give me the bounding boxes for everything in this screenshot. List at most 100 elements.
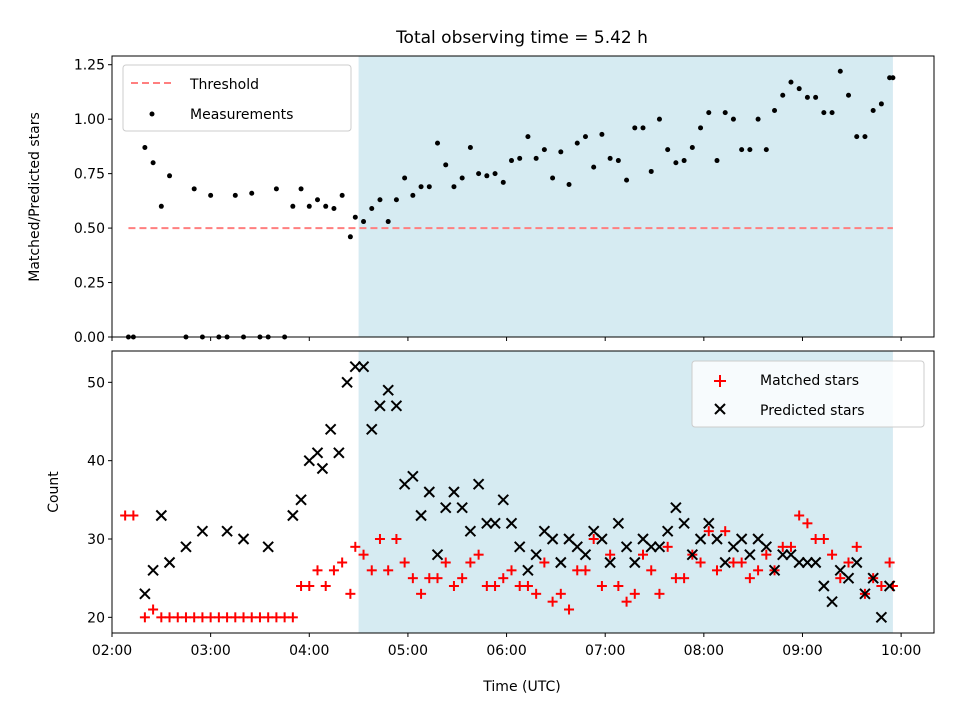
matched-star-point: [621, 596, 632, 607]
predicted-star-point: [768, 564, 781, 577]
matched-star-point: [391, 534, 402, 544]
y-tick-label: 0.50: [74, 221, 105, 237]
matched-star-point: [662, 541, 673, 552]
measurement-point: [813, 94, 819, 100]
matched-star-point: [876, 581, 887, 591]
measurement-point: [714, 158, 720, 164]
predicted-star-point: [760, 541, 773, 553]
predicted-star-point: [826, 595, 838, 608]
measurement-point: [393, 197, 399, 203]
measurement-point: [878, 101, 884, 107]
predicted-star-point: [596, 533, 608, 545]
matched-star-point: [555, 588, 566, 599]
measurement-point: [492, 171, 498, 177]
measurement-point: [459, 175, 465, 181]
matched-star-point: [374, 534, 385, 544]
measurement-point: [467, 144, 473, 150]
observing-window-shade-top: [358, 56, 893, 337]
measurement-point: [249, 190, 255, 196]
measurement-point: [541, 147, 547, 153]
matched-star-point: [695, 557, 706, 568]
predicted-star-point: [415, 509, 427, 522]
matched-star-point: [399, 557, 410, 568]
matched-star-point: [646, 565, 657, 576]
matched-star-point: [613, 581, 624, 591]
measurement-point: [443, 162, 449, 168]
measurement-point: [804, 94, 810, 100]
predicted-star-point: [818, 580, 830, 592]
measurement-point: [780, 92, 786, 98]
x-tick-label: 08:00: [684, 643, 724, 659]
predicted-star-point: [653, 541, 666, 553]
predicted-star-point: [645, 541, 657, 553]
measurement-point: [525, 134, 531, 140]
measurement-point: [574, 140, 580, 146]
measurement-point: [435, 140, 441, 146]
predicted-star-point: [505, 517, 518, 530]
bottom-y-ticks: 20 30 40 50: [87, 375, 112, 626]
predicted-star-point: [440, 501, 452, 514]
measurement-point: [451, 184, 457, 190]
predicted-star-point: [604, 556, 616, 569]
legend-predicted-swatch: [714, 403, 726, 415]
legend-matched-label: Matched stars: [760, 373, 859, 389]
measurement-point: [410, 192, 416, 198]
measurement-point: [500, 179, 506, 185]
measurement-point: [352, 214, 358, 220]
measurement-point: [582, 134, 588, 140]
predicted-star-point: [382, 384, 394, 396]
top-panel-frame: [111, 55, 935, 338]
bottom-legend-box: [691, 360, 925, 428]
matched-star-point: [440, 557, 451, 568]
measurement-point: [681, 158, 687, 164]
predicted-star-point: [481, 517, 493, 530]
predicted-star-point: [530, 548, 542, 561]
legend-measurements-label: Measurements: [190, 107, 293, 123]
measurement-point: [689, 144, 695, 150]
matched-star-point: [448, 581, 459, 591]
predicted-star-point: [163, 556, 176, 569]
matched-star-point: [358, 549, 369, 560]
predicted-star-point: [678, 517, 690, 530]
predicted-star-point: [719, 556, 731, 569]
predicted-star-point: [147, 564, 159, 577]
matched-star-point: [629, 588, 640, 599]
predicted-star-point: [221, 525, 233, 537]
predicted-star-point: [262, 541, 274, 553]
y-tick-label: 1.00: [74, 112, 105, 128]
measurement-point: [232, 192, 238, 198]
predicted-star-point: [612, 517, 625, 530]
measurement-point: [315, 197, 320, 203]
matched-star-point: [139, 612, 150, 623]
measurement-point: [788, 79, 794, 85]
predicted-star-point: [661, 525, 674, 537]
measurement-point: [306, 203, 312, 209]
matched-star-point: [416, 588, 427, 599]
top-x-ticks: [111, 337, 902, 341]
predicted-star-point: [711, 533, 723, 545]
measurement-point: [870, 107, 876, 113]
bottom-x-ticks: 02:00 03:00 04:00 05:00 06:00 07:00 08:00 09:00…: [92, 633, 921, 659]
measurement-point: [290, 203, 296, 209]
y-tick-label: 20: [87, 610, 105, 626]
matched-star-point: [547, 596, 558, 607]
predicted-star-point: [735, 533, 748, 545]
predicted-star-point: [295, 494, 307, 506]
matched-star-point: [148, 604, 159, 615]
predicted-star-point: [744, 548, 756, 561]
matched-star-point: [835, 573, 846, 584]
matched-star-point: [843, 557, 854, 568]
predicted-star-point: [579, 548, 592, 561]
matched-star-point: [818, 534, 829, 544]
predicted-star-point: [423, 486, 435, 498]
measurement-point: [517, 155, 523, 161]
measurement-point: [331, 205, 337, 211]
matched-star-point: [851, 541, 862, 552]
count-points: [120, 360, 898, 624]
measurement-point: [361, 219, 367, 225]
predicted-star-point: [324, 423, 337, 436]
measurement-point: [890, 75, 896, 81]
measurement-point: [339, 192, 345, 198]
measurement-point: [624, 177, 630, 183]
measurement-point: [550, 175, 556, 181]
